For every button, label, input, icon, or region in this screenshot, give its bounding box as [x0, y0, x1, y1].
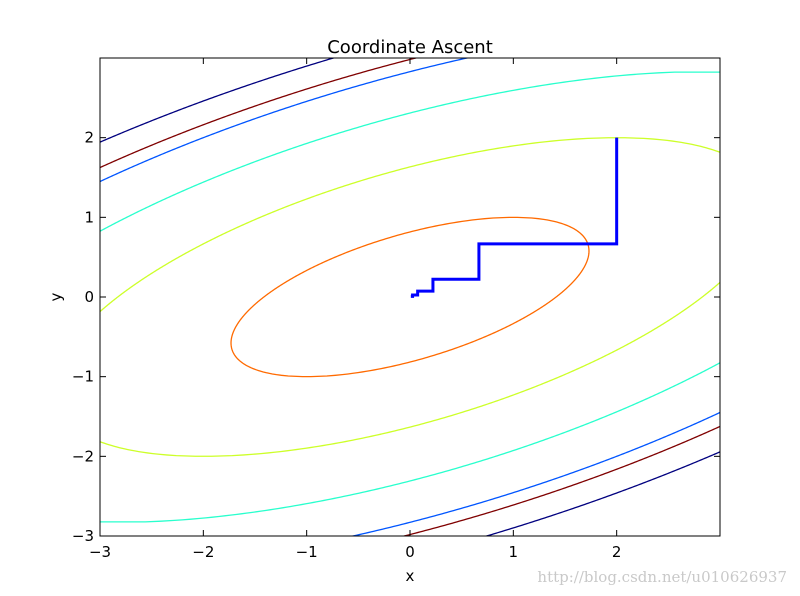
x-axis-label: x — [406, 567, 415, 585]
x-tick-label: −3 — [89, 543, 111, 561]
x-tick-label: −1 — [296, 543, 318, 561]
x-tick-label: −2 — [192, 543, 214, 561]
y-tick-label: 0 — [84, 288, 94, 306]
x-tick-label: 1 — [509, 543, 519, 561]
contour-line — [100, 137, 720, 457]
y-tick-label: −1 — [72, 368, 94, 386]
watermark-text: http://blog.csdn.net/u010626937 — [537, 568, 787, 586]
x-tick-label: 0 — [405, 543, 415, 561]
plot-area — [100, 58, 720, 536]
y-axis: −3 −2 −1 0 1 2 — [72, 129, 720, 545]
ascent-path — [410, 137, 619, 298]
chart-title: Coordinate Ascent — [327, 37, 493, 58]
contour-line — [230, 216, 590, 378]
y-axis-label: y — [47, 292, 65, 301]
x-tick-label: 2 — [612, 543, 622, 561]
series-layer — [410, 137, 619, 298]
x-axis: −3 −2 −1 0 1 2 — [89, 58, 622, 561]
y-tick-label: 2 — [84, 129, 94, 147]
y-tick-label: 1 — [84, 208, 94, 226]
y-tick-label: −3 — [72, 527, 94, 545]
contour-line — [100, 71, 720, 523]
y-tick-label: −2 — [72, 447, 94, 465]
